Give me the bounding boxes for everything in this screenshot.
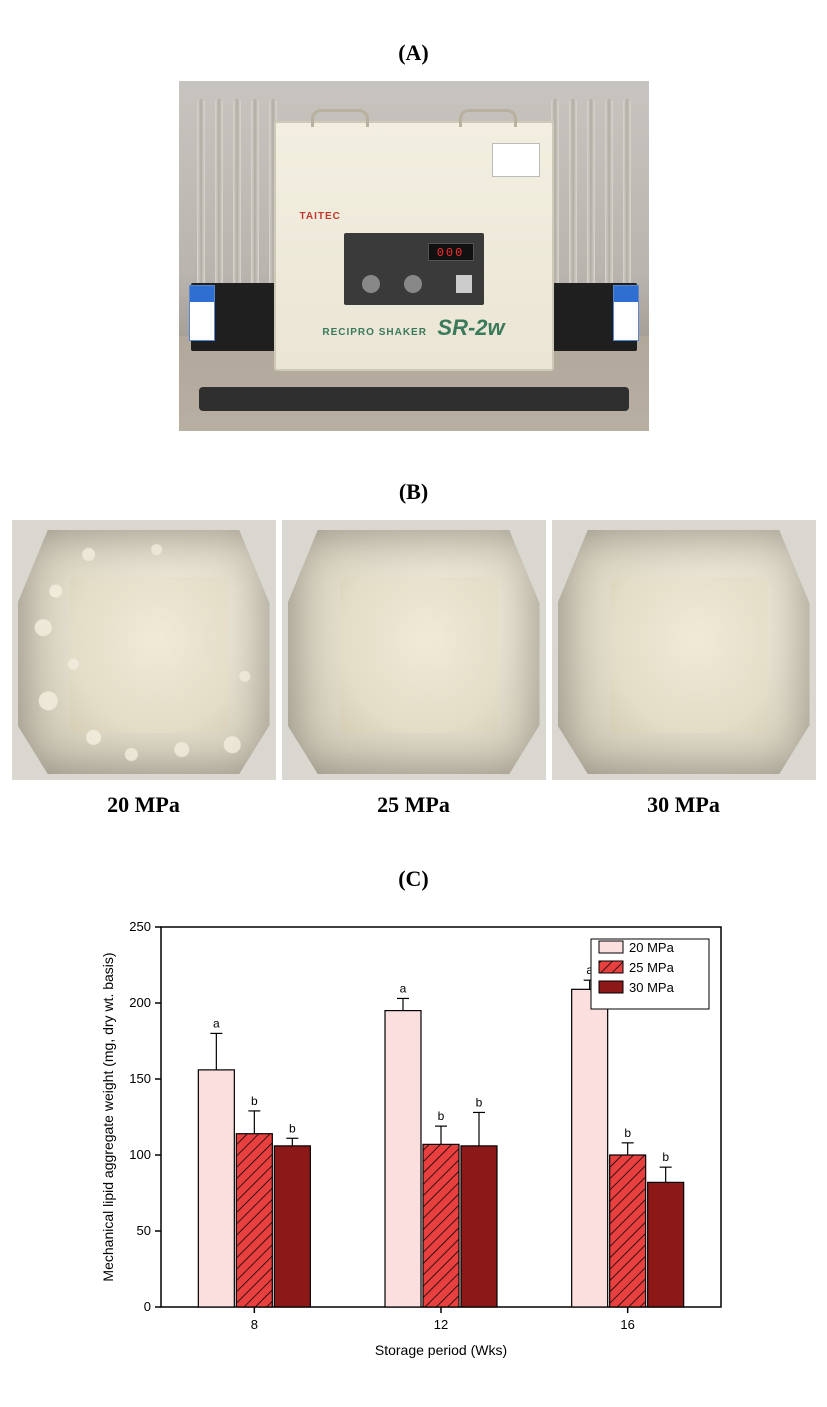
svg-text:b: b (624, 1126, 631, 1140)
panel-c-label: (C) (0, 866, 827, 892)
led-display: 000 (428, 243, 474, 261)
brand-text: TAITEC (300, 211, 341, 222)
sample-rack-left (197, 99, 277, 381)
milk-carton-left (189, 285, 215, 341)
svg-text:8: 8 (250, 1317, 257, 1332)
carton-photo-30mpa (552, 520, 816, 780)
svg-text:30 MPa: 30 MPa (629, 980, 675, 995)
chart-svg: 0 50 100 150 200 250 Mechanical lipid aggregat… (89, 907, 733, 1367)
panel-a-label: (A) (0, 40, 827, 66)
machine-base (199, 387, 629, 411)
milk-carton-right (613, 285, 639, 341)
svg-text:200: 200 (129, 995, 151, 1010)
svg-text:12: 12 (433, 1317, 447, 1332)
carton-photo-25mpa (282, 520, 546, 780)
model-name: SR-2w (437, 315, 504, 340)
svg-text:b: b (288, 1121, 295, 1135)
svg-text:b: b (662, 1150, 669, 1164)
svg-text:a: a (212, 1016, 219, 1030)
svg-text:a: a (399, 981, 406, 995)
panel-b-captions: 20 MPa 25 MPa 30 MPa (12, 792, 816, 818)
model-label: RECIPRO SHAKER SR-2w (322, 315, 504, 341)
caption-30mpa: 30 MPa (552, 792, 816, 818)
svg-text:b: b (250, 1094, 257, 1108)
caption-20mpa: 20 MPa (12, 792, 276, 818)
svg-text:b: b (437, 1109, 444, 1123)
sample-rack-right (551, 99, 631, 381)
svg-text:50: 50 (136, 1223, 150, 1238)
svg-text:16: 16 (620, 1317, 634, 1332)
photo-shaker: TAITEC 000 RECIPRO SHAKER SR-2w (179, 81, 649, 431)
shaker-unit: TAITEC 000 RECIPRO SHAKER SR-2w (274, 121, 554, 371)
svg-text:250: 250 (129, 919, 151, 934)
panel-b-label: (B) (0, 479, 827, 505)
panel-b-photos (12, 520, 816, 780)
svg-text:150: 150 (129, 1071, 151, 1086)
caption-25mpa: 25 MPa (282, 792, 546, 818)
svg-text:Mechanical lipid aggregate wei: Mechanical lipid aggregate weight (mg, d… (100, 952, 116, 1281)
carton-photo-20mpa (12, 520, 276, 780)
svg-text:Storage period (Wks): Storage period (Wks) (374, 1342, 506, 1358)
svg-text:25 MPa: 25 MPa (629, 960, 675, 975)
svg-text:100: 100 (129, 1147, 151, 1162)
svg-text:b: b (475, 1095, 482, 1109)
control-panel: 000 (344, 233, 484, 305)
bar-chart: 0 50 100 150 200 250 Mechanical lipid aggregat… (89, 907, 739, 1367)
svg-text:0: 0 (143, 1299, 150, 1314)
svg-text:20 MPa: 20 MPa (629, 940, 675, 955)
model-prefix: RECIPRO SHAKER (322, 327, 427, 338)
